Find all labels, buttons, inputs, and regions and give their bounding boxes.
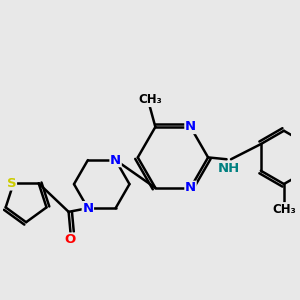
Text: N: N bbox=[82, 202, 93, 215]
Text: O: O bbox=[65, 233, 76, 246]
Text: NH: NH bbox=[217, 162, 239, 175]
Text: N: N bbox=[110, 154, 121, 166]
Text: S: S bbox=[7, 177, 16, 190]
Text: N: N bbox=[185, 121, 196, 134]
Text: CH₃: CH₃ bbox=[272, 203, 296, 216]
Text: N: N bbox=[185, 181, 196, 194]
Text: CH₃: CH₃ bbox=[138, 94, 162, 106]
